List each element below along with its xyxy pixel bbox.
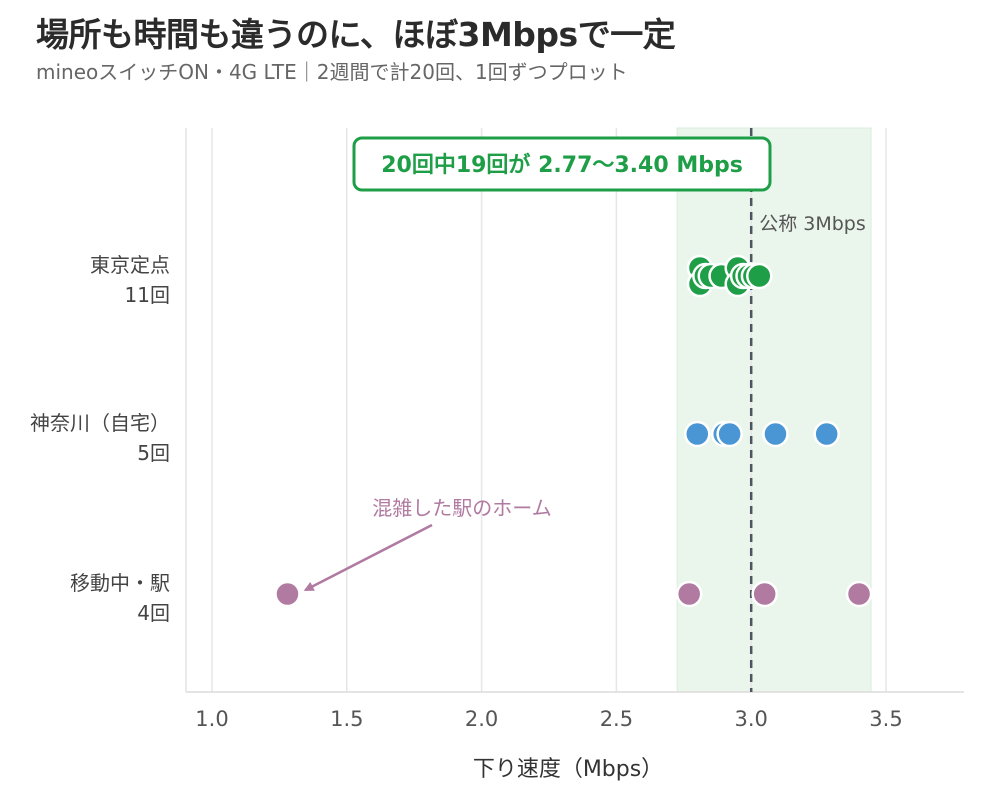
category-label: 移動中・駅	[70, 571, 170, 595]
annotation-arrow	[303, 523, 433, 592]
data-point	[274, 580, 301, 608]
chart-subtitle: mineoスイッチON・4G LTE｜2週間で計20回、1回ずつプロット	[36, 60, 628, 84]
callout-box	[352, 136, 772, 192]
callout-text: 20回中19回が 2.77〜3.40 Mbps	[381, 152, 743, 178]
data-point	[845, 580, 873, 608]
x-tick-label: 2.0	[465, 707, 498, 731]
x-tick-label: 3.5	[869, 707, 902, 731]
data-point	[751, 580, 778, 608]
data-point	[675, 580, 703, 608]
x-axis-label: 下り速度（Mbps）	[473, 757, 663, 782]
chart-title: 場所も時間も違うのに、ほぼ3Mbpsで一定	[36, 15, 676, 54]
x-tick-label: 1.0	[195, 707, 228, 731]
category-label: 東京定点	[90, 253, 170, 277]
data-point	[746, 262, 773, 290]
annotation-text: 混雑した駅のホーム	[372, 496, 551, 520]
category-count-label: 4回	[137, 601, 170, 625]
reference-line-label: 公称 3Mbps	[759, 213, 866, 235]
x-tick-label: 1.5	[330, 707, 363, 731]
category-count-label: 5回	[137, 441, 170, 465]
x-tick-label: 3.0	[734, 707, 767, 731]
data-point	[762, 420, 789, 448]
data-point	[813, 420, 840, 448]
data-point	[684, 420, 711, 448]
x-tick-label: 2.5	[600, 707, 633, 731]
data-point	[716, 420, 743, 448]
category-label: 神奈川（自宅）	[30, 411, 170, 435]
category-count-label: 11回	[125, 283, 170, 307]
